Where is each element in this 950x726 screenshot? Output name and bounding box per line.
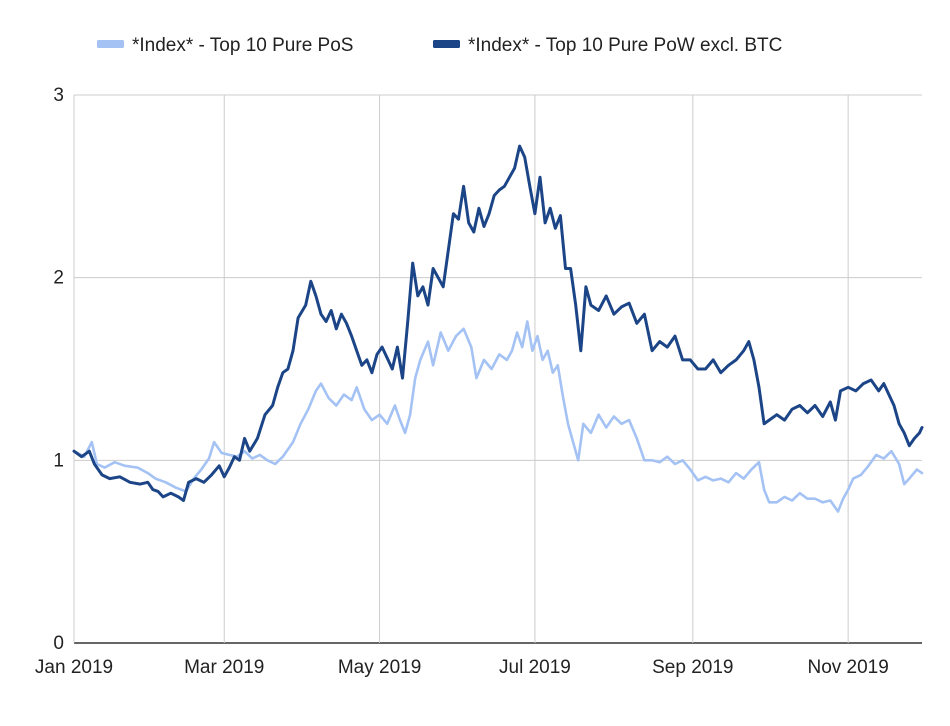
x-tick-label: Nov 2019 [807, 657, 888, 678]
x-tick-label: Sep 2019 [652, 657, 733, 678]
legend-label-pos: *Index* - Top 10 Pure PoS [132, 35, 353, 56]
series-line-pos [72, 320, 924, 513]
x-tick-label: May 2019 [338, 657, 421, 678]
legend-swatch-pos [97, 40, 124, 48]
legend-swatch-pow [433, 40, 460, 48]
axes: 0 1 2 3 Jan 2019 Mar 2019 May 2019 Jul 2019 Sep … [35, 85, 889, 678]
x-tick-label: Jul 2019 [499, 657, 571, 678]
gridlines [73, 94, 922, 644]
legend-label-pow: *Index* - Top 10 Pure PoW excl. BTC [468, 35, 782, 56]
legend: *Index* - Top 10 Pure PoS *Index* - Top 1… [97, 35, 782, 56]
y-tick-label: 0 [53, 633, 64, 654]
series-line-pow [72, 144, 924, 502]
y-tick-label: 2 [53, 268, 64, 289]
series-lines [72, 144, 924, 513]
y-tick-label: 1 [53, 450, 64, 471]
x-tick-label: Mar 2019 [184, 657, 264, 678]
y-tick-label: 3 [53, 85, 64, 106]
x-tick-label: Jan 2019 [35, 657, 113, 678]
